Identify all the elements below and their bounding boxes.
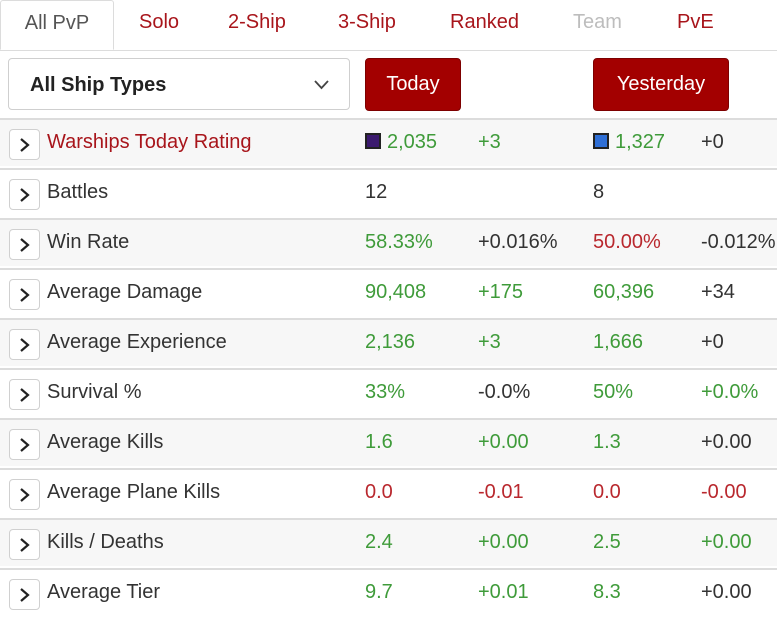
row-label: Average Tier xyxy=(47,581,161,603)
rating-color-icon xyxy=(593,133,609,149)
yesterday-button[interactable]: Yesterday xyxy=(593,58,729,111)
today-delta: -0.0% xyxy=(478,381,531,403)
today-value: 2,035 xyxy=(365,120,437,164)
table-row: Win Rate 58.33% +0.016% 50.00% -0.012% xyxy=(0,218,777,266)
expand-row-button[interactable] xyxy=(9,529,40,560)
today-delta: +3 xyxy=(478,131,501,153)
row-label: Kills / Deaths xyxy=(47,531,164,553)
table-row: Average Experience 2,136 +3 1,666 +0 xyxy=(0,318,777,366)
yesterday-delta: -0.012% xyxy=(701,231,776,253)
yesterday-value: 2.5 xyxy=(593,531,621,553)
ship-type-select-value: All Ship Types xyxy=(30,74,167,96)
tab-solo[interactable]: Solo xyxy=(139,11,180,33)
today-delta: +0.00 xyxy=(478,531,529,553)
expand-row-button[interactable] xyxy=(9,479,40,510)
expand-row-button[interactable] xyxy=(9,379,40,410)
chevron-right-icon xyxy=(20,138,30,152)
row-label: Survival % xyxy=(47,381,142,403)
expand-row-button[interactable] xyxy=(9,279,40,310)
rating-color-icon xyxy=(365,133,381,149)
yesterday-value: 8.3 xyxy=(593,581,621,603)
chevron-right-icon xyxy=(20,188,30,202)
today-value: 90,408 xyxy=(365,281,427,303)
yesterday-delta: +0.00 xyxy=(701,581,752,603)
expand-row-button[interactable] xyxy=(9,579,40,610)
table-row: Average Kills 1.6 +0.00 1.3 +0.00 xyxy=(0,418,777,466)
row-label: Average Experience xyxy=(47,331,227,353)
table-row: Kills / Deaths 2.4 +0.00 2.5 +0.00 xyxy=(0,518,777,566)
today-value: 2.4 xyxy=(365,531,393,553)
yesterday-value: 50.00% xyxy=(593,231,661,253)
chevron-right-icon xyxy=(20,488,30,502)
yesterday-value: 1.3 xyxy=(593,431,621,453)
row-label: Average Kills xyxy=(47,431,164,453)
table-row: Battles 12 8 xyxy=(0,168,777,216)
chevron-right-icon xyxy=(20,438,30,452)
expand-row-button[interactable] xyxy=(9,429,40,460)
yesterday-delta: -0.00 xyxy=(701,481,747,503)
tab-2-ship[interactable]: 2-Ship xyxy=(228,11,286,33)
yesterday-delta: +0.00 xyxy=(701,431,752,453)
yesterday-delta: +0.0% xyxy=(701,381,759,403)
today-value: 2,136 xyxy=(365,331,416,353)
chevron-right-icon xyxy=(20,288,30,302)
expand-row-button[interactable] xyxy=(9,129,40,160)
expand-row-button[interactable] xyxy=(9,229,40,260)
today-delta: +3 xyxy=(478,331,501,353)
yesterday-value: 1,666 xyxy=(593,331,644,353)
today-delta: +0.016% xyxy=(478,231,558,253)
today-value: 33% xyxy=(365,381,406,403)
today-value: 0.0 xyxy=(365,481,393,503)
chevron-right-icon xyxy=(20,588,30,602)
today-value: 58.33% xyxy=(365,231,433,253)
yesterday-value: 0.0 xyxy=(593,481,621,503)
table-row: Average Tier 9.7 +0.01 8.3 +0.00 xyxy=(0,568,777,616)
yesterday-value: 1,327 xyxy=(593,120,665,164)
ship-type-select[interactable]: All Ship Types xyxy=(8,58,350,110)
table-row: Average Plane Kills 0.0 -0.01 0.0 -0.00 xyxy=(0,468,777,516)
today-value: 12 xyxy=(365,181,388,203)
today-value: 9.7 xyxy=(365,581,393,603)
today-delta: +0.01 xyxy=(478,581,529,603)
expand-row-button[interactable] xyxy=(9,329,40,360)
chevron-down-icon xyxy=(314,80,329,90)
tab-3-ship[interactable]: 3-Ship xyxy=(338,11,396,33)
row-label: Battles xyxy=(47,181,109,203)
row-label[interactable]: Warships Today Rating xyxy=(47,131,252,153)
today-delta: +0.00 xyxy=(478,431,529,453)
today-button[interactable]: Today xyxy=(365,58,461,111)
tab-ranked[interactable]: Ranked xyxy=(450,11,519,33)
table-row: Warships Today Rating 2,035 +3 1,327 +0 xyxy=(0,118,777,166)
yesterday-delta: +0.00 xyxy=(701,531,752,553)
row-label: Average Damage xyxy=(47,281,203,303)
chevron-right-icon xyxy=(20,388,30,402)
row-label: Average Plane Kills xyxy=(47,481,221,503)
today-delta: -0.01 xyxy=(478,481,524,503)
tab-all-pvp[interactable]: All PvP xyxy=(0,0,114,50)
yesterday-delta: +34 xyxy=(701,281,735,303)
today-delta: +175 xyxy=(478,281,524,303)
tab-team: Team xyxy=(573,11,622,33)
today-value: 1.6 xyxy=(365,431,393,453)
yesterday-value: 50% xyxy=(593,381,634,403)
mode-tabs: All PvP Solo 2-Ship 3-Ship Ranked Team P… xyxy=(0,0,777,51)
chevron-right-icon xyxy=(20,538,30,552)
yesterday-delta: +0 xyxy=(701,331,724,353)
yesterday-value: 8 xyxy=(593,181,605,203)
row-label: Win Rate xyxy=(47,231,130,253)
table-row: Average Damage 90,408 +175 60,396 +34 xyxy=(0,268,777,316)
tab-pve[interactable]: PvE xyxy=(677,11,714,33)
yesterday-delta: +0 xyxy=(701,131,724,153)
chevron-right-icon xyxy=(20,238,30,252)
chevron-right-icon xyxy=(20,338,30,352)
table-row: Survival % 33% -0.0% 50% +0.0% xyxy=(0,368,777,416)
expand-row-button[interactable] xyxy=(9,179,40,210)
yesterday-value: 60,396 xyxy=(593,281,655,303)
